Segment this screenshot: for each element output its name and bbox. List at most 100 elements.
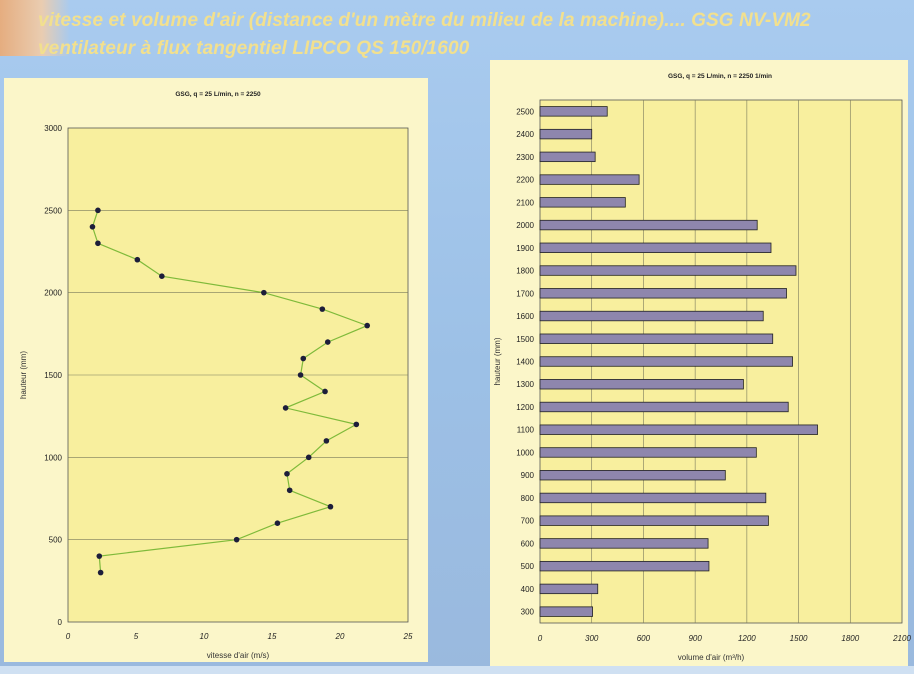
chart-2-bar xyxy=(539,310,764,322)
chart-1-data-point xyxy=(261,289,267,296)
chart-1-data-point xyxy=(233,536,240,543)
chart-2-bar xyxy=(539,538,709,549)
chart-2-bar xyxy=(539,492,767,504)
chart-1-y-tick-label: 1000 xyxy=(44,453,62,462)
chart-2-bar xyxy=(539,174,640,185)
chart-1-y-tick-label: 2500 xyxy=(44,206,62,215)
chart-2-y-tick-label: 1700 xyxy=(516,289,534,298)
chart-2-x-tick-label: 2100 xyxy=(892,634,911,643)
chart-1-data-point xyxy=(300,355,307,362)
chart-1-x-tick-label: 20 xyxy=(335,632,345,641)
chart-2-y-tick-label: 700 xyxy=(521,517,535,526)
chart-1-data-point xyxy=(322,388,328,395)
slide-title-line-2: ventilateur à flux tangentiel LIPCO QS 1… xyxy=(38,38,470,59)
chart-1-data-point xyxy=(282,405,289,411)
chart-2-y-tick-label: 2300 xyxy=(516,153,534,162)
corner-decoration xyxy=(0,0,70,56)
chart-1-data-point xyxy=(286,487,293,494)
chart-2-y-tick-label: 800 xyxy=(521,494,535,503)
chart-1-y-tick-label: 3000 xyxy=(44,124,62,133)
chart-2-bar xyxy=(539,515,769,526)
chart-2-y-tick-label: 2000 xyxy=(516,221,534,230)
chart-1-data-point xyxy=(97,569,104,576)
chart-1-y-axis-label: hauteur (mm) xyxy=(19,351,28,399)
chart-2-bar xyxy=(539,606,593,617)
chart-2-y-tick-label: 900 xyxy=(521,471,535,480)
chart-2-bar xyxy=(539,151,596,163)
chart-2-y-tick-label: 1200 xyxy=(516,403,534,412)
chart-2-y-tick-label: 2200 xyxy=(516,176,534,185)
chart-2-x-tick-label: 900 xyxy=(688,634,702,643)
chart-1-data-point xyxy=(95,240,101,247)
chart-1-data-point xyxy=(159,273,165,280)
chart-2-y-tick-label: 1500 xyxy=(516,335,534,344)
chart-2-y-tick-label: 1100 xyxy=(517,426,535,435)
chart-1-data-point xyxy=(96,553,103,559)
chart-2-title: GSG, q = 25 L/min, n = 2250 1/min xyxy=(668,73,772,80)
chart-2-bar xyxy=(539,197,626,208)
chart-1-data-point xyxy=(284,471,290,477)
chart-1-data-point xyxy=(95,207,101,214)
chart-1-data-point xyxy=(323,438,330,444)
chart-2-bar xyxy=(539,401,789,413)
chart-2-bar xyxy=(539,424,818,435)
chart-2-x-axis-label: volume d'air (m³/h) xyxy=(678,653,745,662)
chart-2-x-tick-label: 1800 xyxy=(841,634,859,643)
chart-1-data-point xyxy=(89,224,96,230)
chart-1-data-point xyxy=(134,256,141,263)
chart-2-y-tick-label: 1000 xyxy=(516,448,534,457)
chart-1-data-point xyxy=(324,339,331,345)
chart-1-data-point xyxy=(364,322,371,329)
chart-2-bar xyxy=(539,356,793,367)
chart-2-y-tick-label: 300 xyxy=(521,608,535,617)
chart-2-bar xyxy=(539,333,774,344)
chart-2-y-tick-label: 2100 xyxy=(516,198,534,207)
chart-1-x-tick-label: 25 xyxy=(403,632,413,641)
chart-2-y-tick-label: 1900 xyxy=(516,244,534,253)
chart-2-bar xyxy=(539,242,772,253)
chart-2-x-tick-label: 0 xyxy=(538,634,543,643)
chart-1-x-tick-label: 10 xyxy=(200,632,209,641)
chart-2-y-tick-label: 1800 xyxy=(516,267,534,276)
chart-2-bar xyxy=(539,219,758,231)
chart-2-x-tick-label: 1500 xyxy=(790,634,808,643)
chart-2-bar xyxy=(539,106,608,117)
chart-2-bar xyxy=(539,583,599,595)
chart-2-bar xyxy=(539,265,797,276)
chart-1-data-point xyxy=(319,306,326,312)
chart-2-y-tick-label: 400 xyxy=(521,585,535,594)
chart-2-x-tick-label: 1200 xyxy=(738,634,756,643)
chart-2-bar xyxy=(539,288,787,299)
chart-2-y-tick-label: 2500 xyxy=(516,107,534,116)
chart-1-data-point xyxy=(305,454,312,461)
chart-1-data-point xyxy=(297,372,304,378)
chart-2-bar xyxy=(539,379,744,390)
chart-2-bar xyxy=(539,128,593,140)
chart-1-y-tick-label: 2000 xyxy=(44,289,62,298)
chart-2-bar xyxy=(539,470,726,481)
chart-2-bar xyxy=(539,560,710,572)
bottom-strip xyxy=(0,666,914,674)
chart-2-bar xyxy=(539,447,757,458)
chart-1-x-tick-label: 15 xyxy=(268,632,277,641)
chart-2-y-axis-label: hauteur (mm) xyxy=(493,337,502,385)
chart-2-y-tick-label: 2400 xyxy=(516,130,534,139)
chart-2-x-tick-label: 600 xyxy=(637,634,651,643)
chart-1-title: GSG, q = 25 L/min, n = 2250 xyxy=(175,91,261,98)
chart-1-data-point xyxy=(274,520,281,526)
chart-1-y-tick-label: 0 xyxy=(58,618,63,627)
chart-2-y-tick-label: 600 xyxy=(521,539,535,548)
chart-2-y-tick-label: 1300 xyxy=(516,380,534,389)
chart-1-data-point xyxy=(327,503,334,510)
chart-1-x-tick-label: 0 xyxy=(66,632,71,641)
chart-1-data-point xyxy=(353,421,360,428)
chart-2-y-tick-label: 1400 xyxy=(516,358,534,367)
chart-1-x-tick-label: 5 xyxy=(134,632,139,641)
chart-2-y-tick-label: 1600 xyxy=(516,312,534,321)
chart-2-x-tick-label: 300 xyxy=(585,634,599,643)
chart-1-y-tick-label: 500 xyxy=(49,536,63,545)
chart-1-x-axis-label: vitesse d'air (m/s) xyxy=(207,651,270,660)
chart-1-y-tick-label: 1500 xyxy=(44,371,62,380)
chart-2-y-tick-label: 500 xyxy=(521,562,535,571)
